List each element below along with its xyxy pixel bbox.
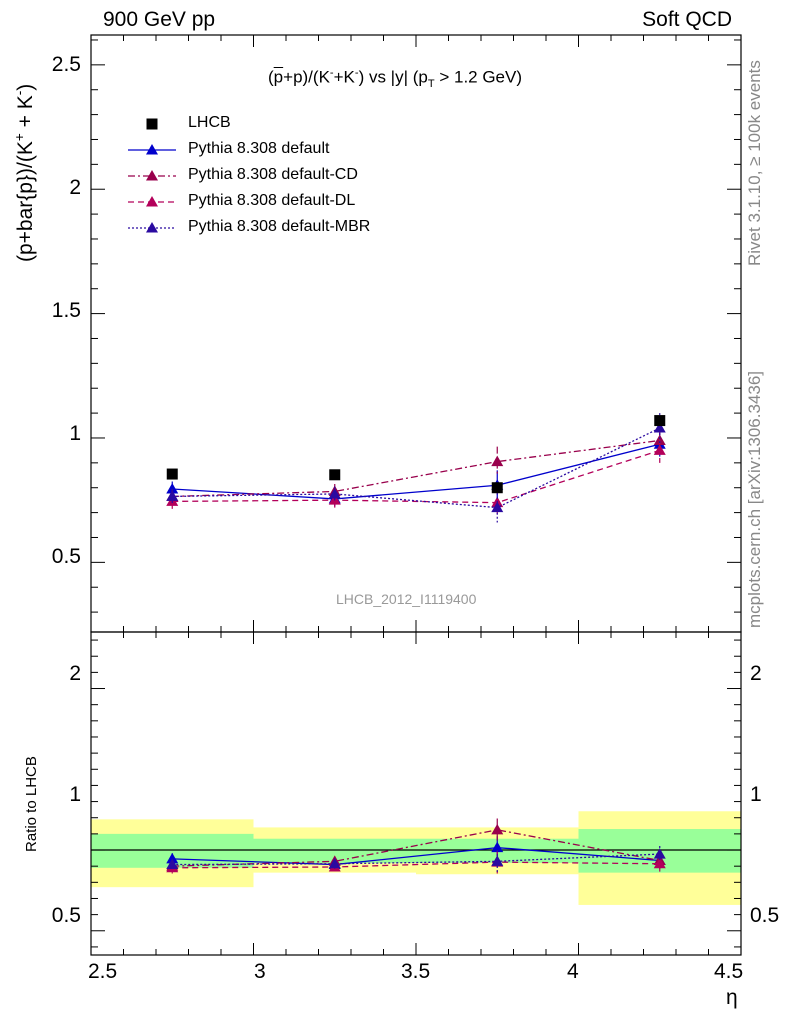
main-point-data: [491, 482, 503, 494]
main-ytick-label: 2.5: [51, 53, 81, 76]
main-ytick-label: 2: [69, 176, 81, 199]
xtick-label: 3.5: [401, 960, 431, 983]
main-point-data: [329, 469, 341, 481]
main-point-mbr: [166, 490, 179, 501]
header-left: 900 GeV pp: [103, 8, 216, 31]
ratio-line-default: [172, 846, 660, 866]
main-point-default: [166, 482, 179, 494]
main-y-axis-label: (p+bar{p})/(K+ + K-): [12, 83, 37, 262]
legend-markers: [128, 118, 176, 233]
ratio-ytick-label: 0.5: [51, 904, 81, 927]
main-ytick-label: 1.5: [51, 299, 81, 322]
ratio-point-mbr: [653, 848, 666, 859]
main-point-data: [654, 415, 666, 427]
main-plot-series: [166, 413, 666, 523]
ratio-point-default: [491, 841, 504, 853]
legend-marker-data: [146, 118, 158, 130]
ratio-uncertainty-bands: [91, 811, 741, 905]
ratio-line-dl: [172, 861, 660, 869]
header-right: Soft QCD: [642, 8, 732, 31]
legend-label-mbr: Pythia 8.308 default-MBR: [188, 218, 371, 235]
ratio-plot-frame: [90, 620, 742, 956]
legend-label-dl: Pythia 8.308 default-DL: [188, 192, 356, 209]
main-ytick-label: 0.5: [51, 545, 81, 568]
main-line-cd: [172, 439, 660, 498]
analysis-watermark: LHCB_2012_I1119400: [336, 591, 477, 607]
main-line-default: [172, 443, 660, 500]
legend-marker-default: [146, 144, 158, 155]
legend-label-default: Pythia 8.308 default: [188, 140, 330, 157]
ratio-ytick-label: 2: [69, 662, 81, 685]
legend-marker-mbr: [146, 222, 158, 233]
main-point-cd: [491, 455, 504, 467]
ratio-point-mbr: [328, 857, 341, 869]
ratio-y-axis-label: Ratio to LHCB: [23, 756, 40, 852]
xtick-label: 3: [254, 960, 266, 983]
main-point-mbr: [328, 487, 341, 499]
xtick-label: 2.5: [88, 960, 118, 983]
ratio-plot-series: [166, 818, 666, 874]
legend-marker-cd: [146, 170, 158, 181]
ratio-ytick-label-right: 2: [750, 662, 762, 685]
ratio-ytick-label: 1: [69, 783, 81, 806]
ratio-plot-border: [90, 631, 742, 956]
xtick-label: 4.5: [714, 960, 744, 983]
ratio-line-mbr: [172, 853, 660, 866]
ratio-ytick-label-right: 1: [750, 783, 762, 806]
legend-label-cd: Pythia 8.308 default-CD: [188, 166, 358, 183]
main-line-mbr: [172, 427, 661, 509]
ratio-point-dl: [653, 857, 666, 869]
mcplots-reference-label: mcplots.cern.ch [arXiv:1306.3436]: [745, 370, 764, 628]
main-point-dl: [653, 444, 666, 455]
xtick-label: 4: [567, 960, 579, 983]
ratio-point-cd: [491, 823, 504, 835]
main-point-data: [166, 468, 178, 480]
legend-marker-dl: [146, 196, 158, 207]
main-ytick-label: 1: [69, 422, 81, 445]
main-point-mbr: [653, 422, 666, 433]
main-point-mbr: [491, 501, 504, 513]
x-axis-label: η: [726, 986, 738, 1009]
main-plot-title: (p+p)/(K-+K-) vs |y| (pT > 1.2 GeV): [268, 67, 523, 91]
ratio-ytick-label-right: 0.5: [750, 904, 780, 927]
ratio-point-default: [166, 852, 179, 864]
ratio-point-mbr: [491, 855, 504, 866]
rivet-version-label: Rivet 3.1.10, ≥ 100k events: [745, 60, 764, 266]
legend-label-lhcb: LHCB: [188, 114, 231, 131]
ratio-point-mbr: [166, 858, 179, 870]
